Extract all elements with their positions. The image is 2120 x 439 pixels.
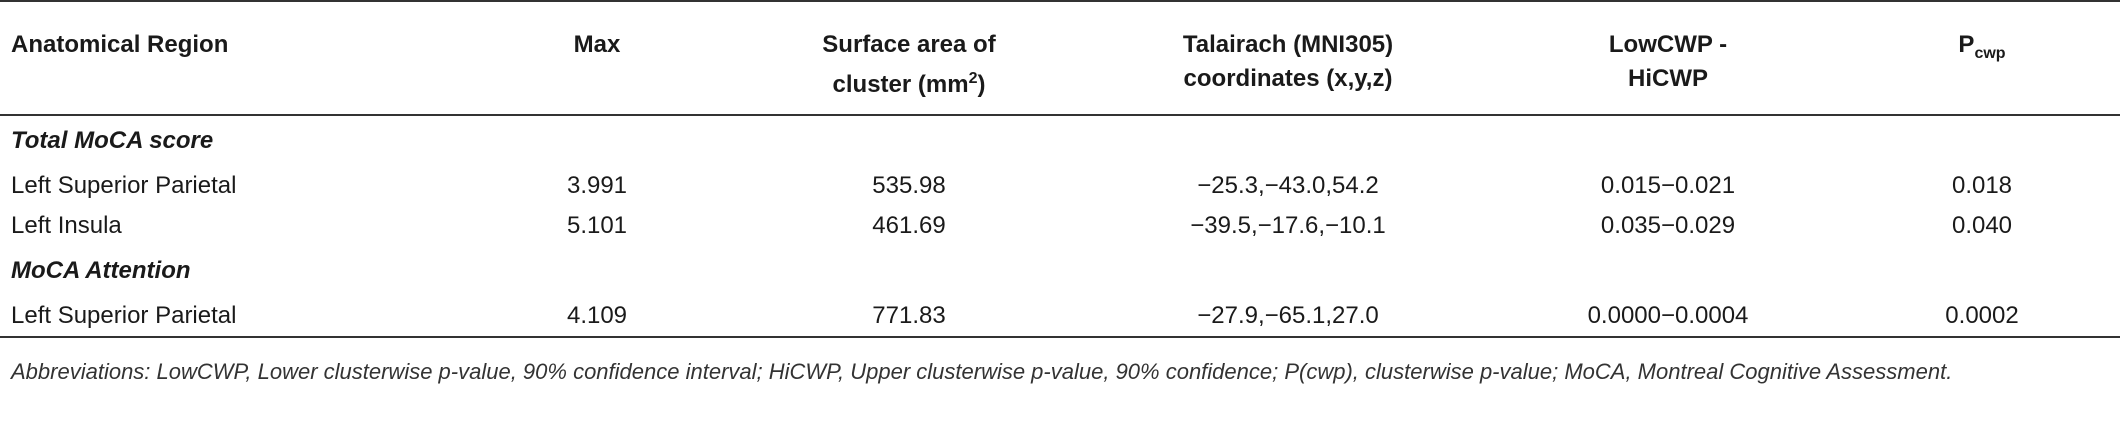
cell: Left Superior Parietal bbox=[11, 302, 237, 329]
section-row: Total MoCA score bbox=[0, 115, 2120, 166]
cell: 4.109 bbox=[566, 302, 628, 329]
table-header: Anatomical Region Max Surface area of clus… bbox=[0, 1, 2120, 115]
cell: 0.0000−0.0004 bbox=[1587, 302, 1749, 329]
header-cell: Anatomical Region bbox=[0, 1, 460, 115]
cell: Left Superior Parietal bbox=[11, 172, 237, 199]
cell: 535.98 bbox=[872, 172, 946, 199]
header-text: Anatomical Region bbox=[11, 31, 229, 58]
header-text-wrap: Talairach (MNI305) coordinates (x,y,z) bbox=[1128, 28, 1448, 96]
results-table: Anatomical Region Max Surface area of clus… bbox=[0, 1, 2120, 337]
data-row: Left Superior Parietal 4.109 771.83 −27.9,−… bbox=[0, 296, 2120, 337]
header-cell: LowCWP - HiCWP bbox=[1492, 1, 1844, 115]
section-row: MoCA Attention bbox=[0, 246, 2120, 296]
cell: 0.015−0.021 bbox=[1600, 172, 1736, 199]
header-text: Max bbox=[573, 31, 621, 58]
header-text: P bbox=[1958, 31, 1975, 58]
header-row: Anatomical Region Max Surface area of clus… bbox=[0, 1, 2120, 115]
section-title: Total MoCA score bbox=[11, 127, 214, 154]
header-cell: Surface area of cluster (mm2) bbox=[734, 1, 1084, 115]
data-row: Left Insula 5.101 461.69 −39.5,−17.6,−10.1 0… bbox=[0, 206, 2120, 246]
cell: Left Insula bbox=[11, 212, 122, 239]
header-text: Surface area of cluster (mm bbox=[822, 31, 996, 98]
header-text-wrap: Anatomical Region bbox=[11, 28, 228, 62]
cell: 461.69 bbox=[872, 212, 946, 239]
header-text-wrap: Surface area of cluster (mm2) bbox=[799, 28, 1019, 102]
header-text-wrap: Pcwp bbox=[1958, 28, 2005, 71]
cell: −25.3,−43.0,54.2 bbox=[1197, 172, 1379, 199]
cell: 0.040 bbox=[1951, 212, 2013, 239]
cell: 0.035−0.029 bbox=[1600, 212, 1736, 239]
header-cell: Pcwp bbox=[1844, 1, 2120, 115]
cell: −39.5,−17.6,−10.1 bbox=[1190, 212, 1386, 239]
header-superscript: 2 bbox=[968, 70, 978, 87]
section-title: MoCA Attention bbox=[11, 257, 191, 284]
cell: 0.018 bbox=[1951, 172, 2013, 199]
header-text: LowCWP - HiCWP bbox=[1608, 31, 1728, 92]
cell: 3.991 bbox=[566, 172, 628, 199]
header-text-wrap: Max bbox=[574, 28, 621, 62]
header-text: ) bbox=[977, 71, 986, 98]
table-body: Total MoCA score Left Superior Parietal 3.… bbox=[0, 115, 2120, 337]
header-subscript: cwp bbox=[1974, 44, 2006, 62]
cell: −27.9,−65.1,27.0 bbox=[1197, 302, 1379, 329]
header-text: Talairach (MNI305) coordinates (x,y,z) bbox=[1182, 31, 1394, 92]
data-row: Left Superior Parietal 3.991 535.98 −25.3,−… bbox=[0, 166, 2120, 206]
cell: 0.0002 bbox=[1945, 302, 2019, 329]
header-cell: Max bbox=[460, 1, 734, 115]
header-cell: Talairach (MNI305) coordinates (x,y,z) bbox=[1084, 1, 1492, 115]
footnote: Abbreviations: LowCWP, Lower clusterwise… bbox=[11, 359, 1953, 384]
cell: 771.83 bbox=[872, 302, 946, 329]
header-text-wrap: LowCWP - HiCWP bbox=[1588, 28, 1748, 96]
cell: 5.101 bbox=[566, 212, 628, 239]
